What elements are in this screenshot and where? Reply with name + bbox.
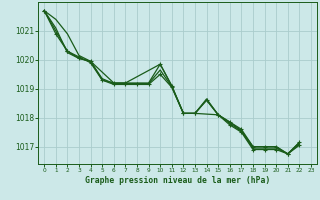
X-axis label: Graphe pression niveau de la mer (hPa): Graphe pression niveau de la mer (hPa): [85, 176, 270, 185]
